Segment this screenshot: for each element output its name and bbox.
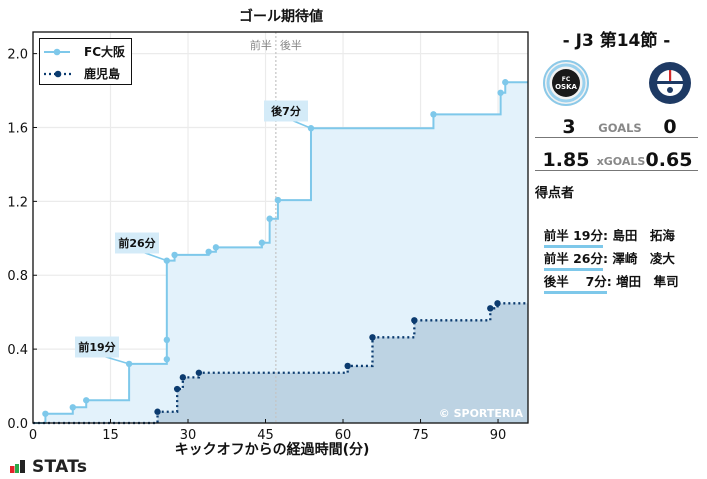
- data-point-fc-osaka: [163, 336, 171, 344]
- data-point-fc-osaka: [83, 397, 90, 404]
- y-tick-label: 1.6: [7, 121, 28, 136]
- data-point-kagoshima: [195, 369, 203, 376]
- scorer-row: 後半 7分: 増田 隼司: [535, 255, 679, 294]
- home-goals: 3: [562, 116, 576, 138]
- data-point-fc-osaka: [69, 404, 76, 411]
- data-point-kagoshima: [179, 374, 187, 381]
- goal-annotation-box: [264, 100, 308, 122]
- goal-annotation-label: 前19分: [78, 340, 115, 354]
- scorer-time: 後半 7分: [543, 274, 607, 294]
- data-point-kagoshima: [411, 317, 418, 324]
- goal-annotation-label: 後7分: [271, 104, 301, 118]
- legend-label: 鹿児島: [84, 67, 121, 81]
- goals-label: GOALS: [598, 121, 642, 135]
- data-point-fc-osaka: [497, 89, 504, 96]
- scorer-time: 前半 26分: [543, 251, 604, 271]
- data-point-kagoshima: [173, 385, 181, 393]
- scorers-heading: 得点者: [535, 186, 575, 201]
- y-tick-label: 0.4: [7, 343, 28, 358]
- x-tick-label: 45: [257, 428, 274, 443]
- data-point-fc-osaka: [212, 244, 220, 251]
- goal-annotation-box: [75, 336, 119, 358]
- y-tick-label: 1.2: [7, 195, 28, 210]
- x-tick-label: 60: [335, 428, 352, 443]
- svg-text:OSKA: OSKA: [555, 83, 577, 91]
- scorer-row: 前半 19分: 島田 拓海: [535, 209, 675, 248]
- data-point-kagoshima: [369, 334, 376, 341]
- data-point-fc-osaka: [171, 251, 178, 259]
- scorer-time: 前半 19分: [543, 228, 604, 248]
- data-point-kagoshima: [494, 300, 501, 307]
- data-point-fc-osaka: [430, 111, 437, 118]
- divider: [535, 170, 698, 171]
- x-tick-label: 90: [490, 428, 507, 443]
- away-xg: 0.65: [645, 149, 693, 171]
- legend-item-kagoshima: 鹿児島: [40, 64, 131, 84]
- series-line-fc-osaka: [33, 81, 528, 424]
- home-xg: 1.85: [542, 149, 590, 171]
- scorer-separator: :: [602, 251, 608, 266]
- goal-annotation-box: [115, 232, 159, 254]
- x-tick-label: 15: [102, 428, 119, 443]
- xg-label: xGOALS: [596, 155, 646, 168]
- data-point-kagoshima: [344, 362, 351, 370]
- second-half-label: 後半: [280, 38, 302, 52]
- scorer-name: 島田 拓海: [607, 228, 675, 243]
- divider: [535, 137, 698, 138]
- data-point-kagoshima: [154, 408, 161, 415]
- kagoshima-united-logo-icon: [649, 62, 691, 104]
- legend-label: FC大阪: [84, 45, 126, 59]
- logo-text: FC: [562, 76, 571, 83]
- y-tick-label: 0.0: [7, 417, 28, 432]
- legend-item-fc-osaka: FC大阪: [40, 42, 131, 62]
- plot-frame: [32, 31, 529, 424]
- data-point-fc-osaka: [42, 410, 49, 417]
- bar-chart-icon: [10, 460, 25, 473]
- away-goals: 0: [663, 116, 677, 138]
- chart-title: ゴール期待値: [239, 9, 323, 25]
- match-round-title: - J3 第14節 -: [562, 31, 671, 51]
- data-point-fc-osaka: [274, 196, 282, 204]
- x-axis-label: キックオフからの経過時間(分): [174, 442, 370, 458]
- x-tick-label: 75: [412, 428, 429, 443]
- sporteria-watermark: © SPORTERIA: [439, 407, 524, 420]
- goal-annotation-label: 前26分: [118, 236, 155, 250]
- x-tick-label: 30: [180, 428, 197, 443]
- data-point-fc-osaka: [205, 248, 212, 255]
- scorer-separator: :: [606, 274, 612, 289]
- y-tick-label: 0.8: [7, 269, 28, 284]
- fc-osaka-logo-icon: FC OSKA: [543, 60, 589, 106]
- first-half-label: 前半: [250, 38, 272, 52]
- data-point-fc-osaka: [163, 356, 171, 363]
- area-fill-kagoshima: [33, 303, 528, 423]
- data-point-fc-osaka: [258, 239, 266, 246]
- chart-legend: FC大阪 鹿児島: [39, 38, 132, 85]
- brand-label: STATs: [32, 457, 88, 477]
- scorer-name: 澤崎 凌大: [607, 251, 675, 266]
- scorer-row: 前半 26分: 澤崎 凌大: [535, 232, 675, 271]
- x-tick-label: 0: [29, 428, 37, 443]
- data-point-kagoshima: [487, 305, 494, 312]
- data-point-fc-osaka: [502, 79, 509, 86]
- scorer-name: 増田 隼司: [611, 274, 679, 289]
- y-tick-label: 2.0: [7, 48, 28, 63]
- legend-solid-line-icon: [44, 48, 70, 56]
- data-point-fc-osaka: [266, 215, 273, 222]
- legend-dotted-line-icon: [44, 70, 72, 78]
- scorer-separator: :: [602, 228, 608, 243]
